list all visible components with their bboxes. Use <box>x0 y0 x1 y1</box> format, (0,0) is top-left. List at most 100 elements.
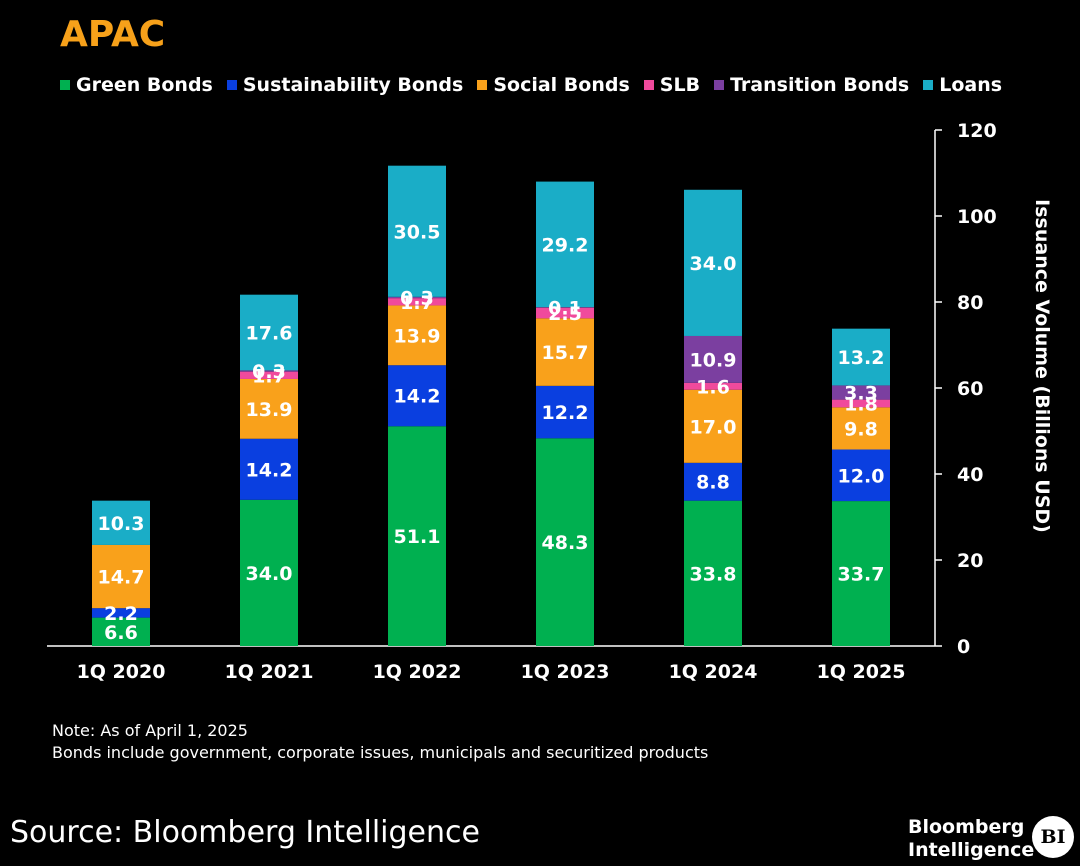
legend-swatch <box>477 80 488 90</box>
data-label: 34.0 <box>246 563 293 585</box>
bar-segment <box>832 399 890 408</box>
bar-segment <box>240 499 298 646</box>
data-label: 0.3 <box>400 287 434 309</box>
bar-segment <box>684 500 742 646</box>
note-line-2: Bonds include government, corporate issu… <box>52 743 709 762</box>
bar-segment <box>832 328 890 386</box>
data-label: 14.2 <box>246 459 293 481</box>
chart-notes: Note: As of April 1, 2025 Bonds include … <box>52 720 708 764</box>
data-label: 17.0 <box>690 416 737 438</box>
data-label: 14.2 <box>394 386 441 408</box>
y-tick-label: 100 <box>957 206 997 228</box>
bar-segment <box>832 501 890 646</box>
y-tick-label: 0 <box>957 636 970 658</box>
bar-segment <box>536 307 594 308</box>
data-label: 2.2 <box>104 603 138 625</box>
data-label: 9.8 <box>844 418 878 440</box>
bar-segment <box>832 449 890 502</box>
bar-segment <box>388 296 446 299</box>
bar-segment <box>240 438 298 500</box>
brand-wordmark: Bloomberg Intelligence <box>908 816 1034 862</box>
bar-segment <box>684 189 742 336</box>
bar-segment <box>388 305 446 366</box>
x-tick-label: 1Q 2023 <box>521 661 610 683</box>
y-tick-label: 80 <box>957 292 983 314</box>
y-tick-label: 20 <box>957 550 983 572</box>
legend-swatch <box>714 80 725 90</box>
data-label: 8.8 <box>696 472 730 494</box>
data-label: 0.1 <box>548 297 582 319</box>
data-label: 10.9 <box>690 349 737 371</box>
bar-segment <box>388 365 446 427</box>
x-tick-label: 1Q 2022 <box>373 661 462 683</box>
y-tick-label: 40 <box>957 464 983 486</box>
bar-segment <box>240 370 298 372</box>
data-label: 12.0 <box>838 465 885 487</box>
y-tick-label: 60 <box>957 378 983 400</box>
note-line-1: Note: As of April 1, 2025 <box>52 721 248 740</box>
bar-segment <box>684 382 742 390</box>
legend-label: Loans <box>939 74 1003 96</box>
data-label: 6.6 <box>104 622 138 644</box>
legend-item: SLB <box>643 74 701 96</box>
legend-label: Green Bonds <box>76 74 213 96</box>
bar-segment <box>92 544 150 609</box>
legend-swatch <box>923 80 934 90</box>
data-label: 51.1 <box>394 526 441 548</box>
data-label: 1.7 <box>252 365 286 387</box>
data-label: 0.3 <box>252 361 286 383</box>
data-label: 1.8 <box>844 393 878 415</box>
y-tick-label: 120 <box>957 120 997 142</box>
data-label: 13.9 <box>246 399 293 421</box>
data-label: 1.6 <box>696 376 730 398</box>
bar-segment <box>92 500 150 545</box>
legend-label: Social Bonds <box>493 74 630 96</box>
bar-segment <box>240 378 298 439</box>
bar-segment <box>92 617 150 646</box>
bi-logo-icon: BI <box>1032 816 1074 858</box>
legend-label: Transition Bonds <box>730 74 910 96</box>
data-label: 17.6 <box>246 323 293 345</box>
data-label: 1.7 <box>400 292 434 314</box>
data-label: 29.2 <box>542 234 589 256</box>
legend-item: Loans <box>923 74 1002 96</box>
legend-swatch <box>643 80 654 90</box>
legend-item: Sustainability Bonds <box>226 74 463 96</box>
bar-segment <box>536 385 594 439</box>
source-text: Source: Bloomberg Intelligence <box>10 815 480 850</box>
data-label: 33.8 <box>690 563 737 585</box>
x-tick-label: 1Q 2025 <box>817 661 906 683</box>
data-label: 12.2 <box>542 402 589 424</box>
legend-item: Transition Bonds <box>714 74 909 96</box>
legend-swatch <box>60 80 70 90</box>
bar-segment <box>388 298 446 306</box>
bar-segment <box>388 165 446 297</box>
data-label: 13.9 <box>394 325 441 347</box>
data-label: 13.2 <box>838 347 885 369</box>
bar-segment <box>92 608 150 618</box>
bar-segment <box>240 294 298 371</box>
legend-item: Social Bonds <box>477 74 630 96</box>
bar-segment <box>832 407 890 450</box>
brand-line-1: Bloomberg <box>908 816 1025 838</box>
bar-segment <box>832 385 890 400</box>
data-label: 15.7 <box>542 342 589 364</box>
data-label: 33.7 <box>838 564 885 586</box>
chart-plot: 0 20 40 60 80 100 120 Issuance Volume (Billions… <box>47 120 1053 683</box>
bar-segment <box>536 181 594 308</box>
bar-segment <box>684 389 742 463</box>
legend-swatch <box>226 80 237 90</box>
data-label: 30.5 <box>394 221 441 243</box>
chart-title: APAC <box>60 14 166 55</box>
y-axis-title: Issuance Volume (Billions USD) <box>1031 199 1053 533</box>
data-label: 48.3 <box>542 532 589 554</box>
legend-label: SLB <box>659 74 701 96</box>
bar-segment <box>684 462 742 501</box>
bar-segment <box>536 307 594 319</box>
legend-item: Green Bonds <box>60 74 213 96</box>
brand-line-2: Intelligence <box>908 839 1035 861</box>
data-label: 2.5 <box>548 303 582 325</box>
chart-legend: Green Bonds Sustainability Bonds Social Bo… <box>60 72 1016 98</box>
x-tick-label: 1Q 2024 <box>669 661 758 683</box>
bar-segment <box>536 438 594 646</box>
